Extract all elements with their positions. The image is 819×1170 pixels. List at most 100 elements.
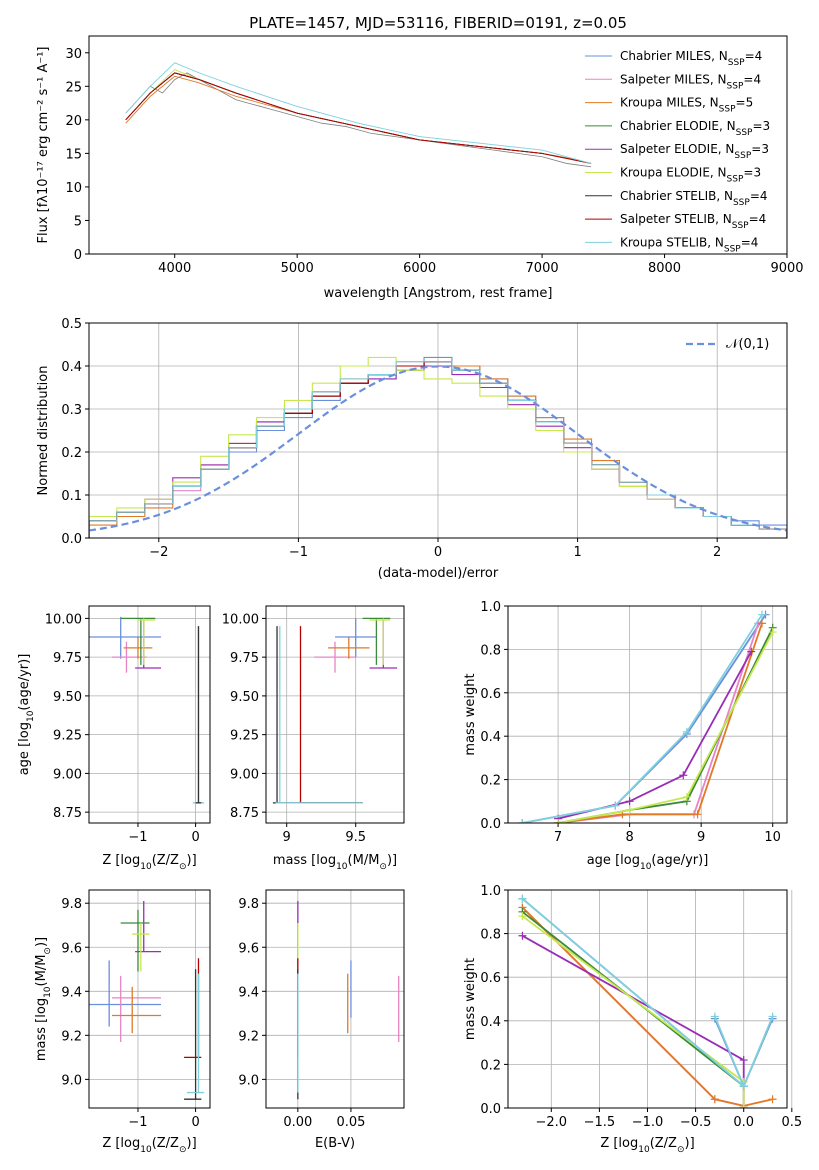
ytick-label-3: 9.50 [53, 690, 82, 705]
series-2-point-2 [693, 810, 702, 819]
xtick-label-1: 0 [191, 1115, 199, 1130]
xtick-label-3: 10 [764, 830, 781, 845]
plot-area-7 [518, 894, 777, 1108]
ytick-label-1: 9.2 [238, 1029, 259, 1044]
ytick-label-3: 0.6 [480, 687, 501, 702]
xtick-label-1: −1 [289, 545, 308, 560]
series-line-2 [557, 623, 763, 823]
ytick-label-4: 9.75 [230, 651, 259, 666]
series-line-5 [125, 69, 543, 154]
normal-reference-curve [89, 365, 787, 532]
ytick-label-2: 0.4 [480, 1015, 501, 1030]
plot-area-6 [297, 901, 400, 1100]
xtick-label-2: −1.0 [632, 1115, 664, 1130]
legend-label-8: Kroupa STELIB, NSSP=4 [620, 235, 758, 254]
ytick-label-0: 9.0 [61, 1073, 82, 1088]
ytick-label-4: 9.8 [61, 897, 82, 912]
series-4-point-2 [679, 771, 688, 780]
xtick-label-1: 0.05 [336, 1115, 365, 1130]
legend-label-1: Salpeter MILES, NSSP=4 [620, 72, 761, 91]
ytick-label-0: 0.0 [61, 532, 82, 547]
x-axis-label-2: Z [log10(Z/Z⊙)] [102, 853, 196, 872]
axes-6: 0.00 0.05 9.0 9.2 9.4 9.6 9.8 [238, 889, 405, 1130]
x-axis-label-5: Z [log10(Z/Z⊙)] [102, 1136, 196, 1155]
axes-1: −2 −1 0 1 2 0.0 0.1 0.2 0.3 0.4 0.5 [61, 317, 788, 560]
y-axis-label-5: mass [log10(M/M⊙)] [34, 937, 53, 1061]
xtick-label-0: 7 [554, 830, 562, 845]
ytick-label-5: 25 [65, 80, 82, 95]
ytick-label-0: 8.75 [53, 806, 82, 821]
axes-0: 4000 5000 6000 7000 8000 9000 0 5 10 15 20 25 30 [65, 35, 804, 276]
axes-5: −1 0 9.0 9.2 9.4 9.6 9.8 [61, 889, 211, 1130]
ytick-label-5: 0.5 [61, 317, 82, 332]
ytick-label-4: 9.8 [238, 897, 259, 912]
x-axis-label-0: wavelength [Angstrom, rest frame] [324, 286, 553, 301]
ytick-label-2: 9.4 [238, 985, 259, 1000]
xtick-label-1: −1.5 [584, 1115, 616, 1130]
series-line-2 [125, 75, 579, 161]
series-5-point-2 [682, 792, 691, 801]
xtick-label-4: 0.0 [733, 1115, 754, 1130]
series-6-point-3 [739, 1082, 748, 1091]
series-6-point-0 [518, 894, 527, 903]
legend-label-7: Salpeter STELIB, NSSP=4 [620, 212, 766, 231]
y-axis-label-4: mass weight [463, 673, 478, 755]
legend-label-0: Chabrier MILES, NSSP=4 [620, 49, 762, 68]
x-axis-label-1: (data-model)/error [378, 566, 499, 581]
xtick-label-0: −1 [128, 1115, 147, 1130]
ytick-label-2: 0.2 [61, 446, 82, 461]
xtick-label-4: 2 [713, 545, 721, 560]
plot-area-2 [89, 616, 205, 804]
axes-frame-4 [507, 605, 788, 824]
ytick-label-4: 0.4 [61, 360, 82, 375]
y-axis-label-2: age [log10(age/yr)] [17, 654, 36, 776]
series-5-point-0 [554, 819, 563, 823]
legend-label-6: Chabrier STELIB, NSSP=4 [620, 189, 768, 208]
axes-2: −1 0 8.75 9.00 9.25 9.50 9.75 10.00 [45, 605, 211, 845]
axes-3: 9 9.5 8.75 9.00 9.25 9.50 9.75 10.00 [222, 605, 405, 845]
ytick-label-3: 0.6 [480, 971, 501, 986]
ytick-label-5: 10.00 [45, 612, 82, 627]
axes-7: −2.0 −1.5 −1.0 −0.5 0.0 0.5 0.0 0.2 0.4 0.6 0.8 1.0 [480, 884, 802, 1130]
ytick-label-1: 9.00 [230, 767, 259, 782]
ytick-label-5: 1.0 [480, 600, 501, 615]
axes-4: 7 8 9 10 0.0 0.2 0.4 0.6 0.8 1.0 [480, 600, 788, 845]
plot-area-0 [125, 62, 592, 168]
ytick-label-0: 0.0 [480, 1102, 501, 1117]
series-line-3 [125, 72, 543, 154]
xtick-label-1: 0 [191, 830, 199, 845]
axes-frame-3 [265, 605, 405, 824]
ytick-label-1: 9.2 [61, 1029, 82, 1044]
plot-area-1 [89, 356, 787, 538]
series-line-5 [521, 915, 745, 1108]
series-2-point-3 [757, 619, 766, 628]
series-line-6 [522, 614, 763, 823]
legend-label-3: Chabrier ELODIE, NSSP=3 [620, 119, 770, 138]
axes-frame-2 [88, 605, 211, 824]
ytick-label-1: 0.2 [480, 774, 501, 789]
series-5-point-1 [625, 805, 634, 814]
xtick-label-1: 8 [625, 830, 633, 845]
x-axis-label-4: age [log10(age/yr)] [587, 853, 709, 872]
series-line-8 [125, 62, 592, 164]
ytick-label-0: 0.0 [480, 817, 501, 832]
x-axis-label-3: mass [log10(M/M⊙)] [273, 853, 397, 872]
ytick-label-3: 15 [65, 147, 82, 162]
series-line-6 [125, 72, 592, 164]
ytick-label-5: 1.0 [480, 884, 501, 899]
axes-frame-5 [88, 889, 211, 1109]
ytick-label-3: 9.50 [230, 690, 259, 705]
xtick-label-0: −1 [128, 830, 147, 845]
ytick-label-3: 9.6 [238, 941, 259, 956]
ytick-label-4: 9.75 [53, 651, 82, 666]
xtick-label-2: 0 [434, 545, 442, 560]
series-line-4 [521, 934, 745, 1108]
hist-series-8 [89, 361, 787, 538]
ytick-label-2: 9.25 [230, 729, 259, 744]
axes-frame-6 [265, 889, 405, 1109]
x-axis-label-6: E(B-V) [315, 1136, 355, 1151]
x-axis-label-7: Z [log10(Z/Z⊙)] [600, 1136, 694, 1155]
series-4-point-3 [747, 647, 756, 656]
series-4-point-0 [518, 931, 527, 940]
